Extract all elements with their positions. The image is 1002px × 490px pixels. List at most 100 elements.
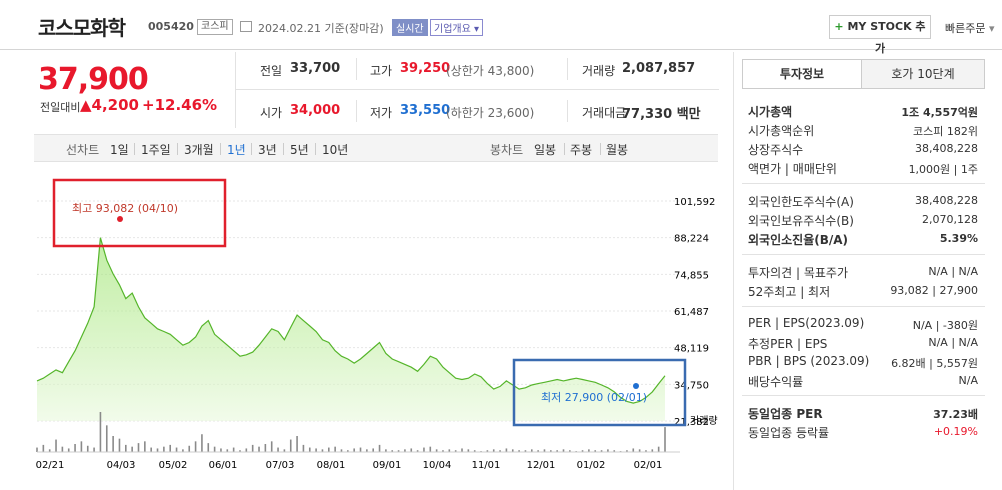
y-tick-label: 74,855 (674, 270, 709, 281)
volume-bar (556, 450, 558, 452)
high-marker (117, 216, 123, 222)
volume-bar (404, 449, 406, 452)
invest-info-value: 5.39% (939, 232, 978, 245)
divider (283, 143, 284, 155)
volume-bar (258, 446, 260, 452)
market-badge: 코스피 (197, 19, 233, 35)
invest-info-label: 외국인한도주식수(A) (748, 195, 854, 209)
volume-bar (61, 446, 64, 452)
volume-bar (638, 449, 641, 452)
volume-bar (131, 446, 133, 452)
volume-bar (385, 449, 387, 452)
corp-overview-label: 기업개요 (434, 24, 471, 35)
volume-bar (492, 449, 495, 452)
volume-bar (144, 441, 146, 452)
invest-info-label: 외국인보유주식수(B) (748, 214, 854, 228)
x-axis: 02/21 04/03 05/02 06/01 07/03 08/01 09/01 10/04… (36, 460, 663, 471)
change-amount: ▲4,200 (80, 96, 139, 114)
invest-info-value: 6.82배 | 5,557원 (891, 357, 978, 370)
invest-info-value: N/A (958, 374, 978, 387)
x-tick-label: 11/01 (472, 460, 501, 471)
line-chart-label: 선차트 (66, 143, 100, 157)
lower-limit: (하한가 23,600) (446, 106, 535, 120)
volume-bar (283, 449, 286, 452)
volume-bar (543, 449, 546, 452)
divider (600, 143, 601, 155)
volume-bar (588, 449, 590, 452)
volume-bar (626, 450, 628, 452)
period-5y[interactable]: 5년 (290, 143, 309, 157)
volume-bar (334, 446, 336, 452)
volume-bar (150, 447, 152, 452)
volume-bar (467, 449, 470, 452)
period-10y[interactable]: 10년 (322, 143, 349, 157)
volume-bar (347, 450, 349, 452)
volume-bar (86, 445, 89, 452)
period-3m[interactable]: 3개월 (184, 143, 214, 157)
company-name[interactable]: 코스모화학 (38, 16, 126, 40)
volume-bar (315, 448, 317, 452)
volume-bar (175, 447, 178, 452)
realtime-badge[interactable]: 실시간 (392, 19, 428, 36)
volume-bar (80, 441, 83, 452)
volume-bar (378, 444, 381, 452)
invest-info-value: 2,070,128 (922, 213, 978, 226)
low-label: 저가 (370, 106, 393, 120)
divider (315, 143, 316, 155)
divider (356, 100, 357, 122)
low-highlight-box (512, 358, 687, 427)
invest-info-value: 38,408,228 (915, 194, 978, 207)
volume-bar (239, 450, 241, 452)
y-tick-label: 88,224 (674, 234, 709, 245)
volume-bar (327, 447, 330, 452)
open-value: 34,000 (290, 103, 341, 118)
x-tick-label: 02/21 (36, 460, 65, 471)
volume-bar (518, 450, 520, 452)
x-tick-label: 07/03 (266, 460, 295, 471)
volume-bar (93, 447, 95, 452)
current-price: 37,900 (38, 62, 149, 97)
volume-bar (410, 448, 413, 452)
corp-overview-dropdown[interactable]: 기업개요 ▾ (430, 19, 484, 36)
volume-bar (99, 412, 102, 452)
price-chart[interactable]: 101,592 88,224 74,855 61,487 48,119 34,750 21,… (0, 165, 730, 475)
volume-bar (581, 450, 584, 452)
y-tick-label: 21,382 (674, 417, 709, 428)
candle-weekly[interactable]: 주봉 (570, 143, 593, 157)
quick-order-button[interactable]: 빠른주문 ▾ (945, 22, 995, 35)
period-3y[interactable]: 3년 (258, 143, 277, 157)
divider (742, 183, 985, 184)
period-1w[interactable]: 1주일 (141, 143, 171, 157)
volume-bar (112, 436, 114, 452)
my-stock-button[interactable]: + MY STOCK 추가 (829, 15, 931, 55)
divider (742, 306, 985, 307)
stock-code: 005420 (148, 20, 194, 33)
volume-bar (613, 450, 616, 452)
volume-bar (118, 438, 121, 452)
volume-bar (423, 447, 425, 452)
low-marker (633, 383, 639, 389)
invest-info-label: 시가총액 (748, 105, 793, 119)
quick-order-label: 빠른주문 (945, 22, 986, 35)
low-value: 33,550 (400, 103, 451, 118)
high-value: 39,250 (400, 61, 451, 76)
volume-bar (137, 443, 140, 452)
x-tick-label: 04/03 (107, 460, 136, 471)
plus-icon: + (834, 20, 844, 33)
candle-monthly[interactable]: 월봉 (606, 143, 629, 157)
volume-bar (359, 447, 362, 452)
invest-info-label: 투자의견 | 목표주가 (748, 266, 848, 280)
volume-bar (416, 450, 419, 452)
period-1d[interactable]: 1일 (110, 143, 129, 157)
y-tick-label: 61,487 (674, 307, 709, 318)
prev-value: 33,700 (290, 61, 341, 76)
tab-invest-info[interactable]: 투자정보 (742, 59, 862, 89)
candle-daily[interactable]: 일봉 (534, 143, 557, 157)
volume-bar (505, 448, 508, 452)
invest-info-value: +0.19% (933, 425, 978, 438)
tab-orderbook[interactable]: 호가 10단계 (861, 59, 985, 89)
volume-bar (270, 441, 273, 452)
period-1y[interactable]: 1년 (227, 143, 246, 157)
low-annotation: 최저 27,900 (02/01) (541, 391, 647, 404)
volume-bar (67, 448, 70, 452)
